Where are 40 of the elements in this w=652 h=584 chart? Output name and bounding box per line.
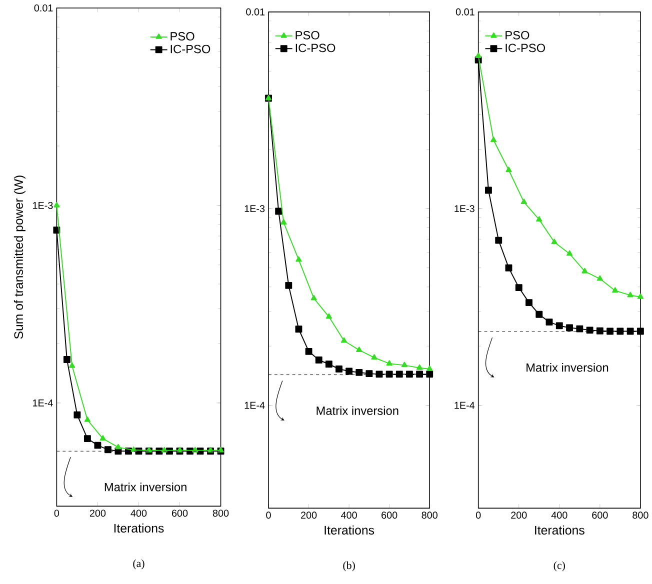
- text: (b): [343, 562, 355, 572]
- legend-label: PSO: [296, 31, 320, 40]
- x-axis-title: Iterations: [114, 524, 164, 533]
- x-tick-label: 400: [551, 512, 568, 519]
- x-tick-label: 800: [632, 512, 648, 519]
- x-tick-label: 600: [382, 512, 398, 519]
- y-tick-label: 1E-4: [244, 402, 265, 409]
- legend-label: IC-PSO: [296, 44, 336, 52]
- text: (c): [554, 562, 565, 572]
- y-tick-label: 0.01: [456, 8, 474, 16]
- x-tick-label: 0: [54, 510, 60, 517]
- legend-label: IC-PSO: [506, 44, 546, 52]
- y-tick-label: 1E-3: [244, 205, 265, 212]
- x-tick-label: 400: [341, 512, 357, 519]
- y-axis-title: Sum of transmitted power (W): [14, 176, 26, 339]
- ref-line-label: Matrix inversion: [104, 482, 186, 492]
- x-tick-label: 400: [130, 510, 147, 517]
- x-tick-label: 200: [511, 512, 527, 519]
- x-tick-label: 200: [301, 512, 317, 519]
- x-axis-title: Iterations: [324, 526, 374, 535]
- legend-label: PSO: [506, 31, 530, 40]
- x-tick-label: 0: [266, 512, 271, 519]
- legend-label: IC-PSO: [170, 44, 210, 54]
- ref-line-label: Matrix inversion: [316, 406, 398, 416]
- text: (a): [133, 560, 144, 570]
- y-tick-label: 1E-3: [454, 205, 474, 212]
- y-tick-label: 1E-4: [33, 400, 53, 406]
- y-tick-label: 0.01: [246, 8, 265, 16]
- x-tick-label: 600: [592, 512, 608, 519]
- x-tick-label: 600: [172, 510, 188, 517]
- y-tick-label: 1E-4: [454, 402, 475, 409]
- x-tick-label: 200: [90, 510, 106, 517]
- x-axis-title: Iterations: [535, 526, 584, 535]
- x-tick-label: 0: [476, 512, 481, 519]
- ref-line-label: Matrix inversion: [526, 363, 608, 372]
- legend-label: PSO: [170, 32, 194, 41]
- x-tick-label: 800: [212, 510, 229, 517]
- y-tick-label: 0.01: [34, 4, 53, 12]
- y-tick-label: 1E-3: [33, 202, 53, 210]
- x-tick-label: 800: [422, 512, 438, 519]
